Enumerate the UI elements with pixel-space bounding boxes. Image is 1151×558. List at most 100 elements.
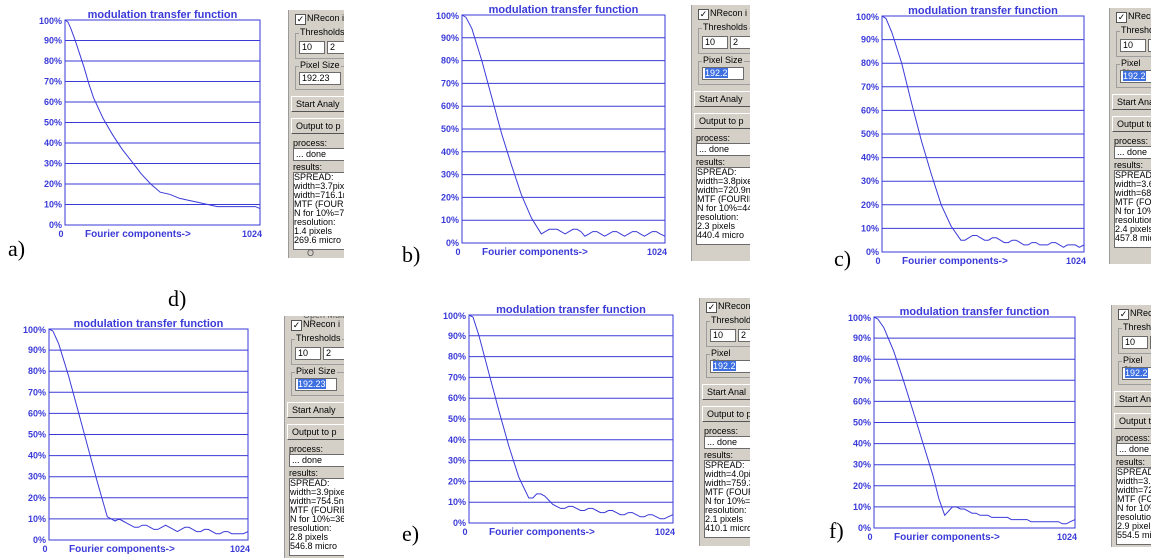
y-tick-label: 40% [853,439,871,449]
start-analysis-button[interactable]: Start Anal [702,384,750,400]
y-tick-label: 90% [853,333,871,343]
thresholds-label: Thresholds [710,315,750,325]
output-button[interactable]: Output t [1114,413,1151,429]
pixel-size-input[interactable]: 192.2 [702,67,744,80]
threshold-max-input[interactable]: 2 [327,41,344,54]
extra-button-label: O [307,248,315,258]
results-line: resolution: [290,523,332,533]
nrecon-checkbox[interactable]: ✓ [295,14,306,25]
output-button[interactable]: Output to [1112,116,1151,132]
y-tick-label: 100% [856,12,879,22]
start-analysis-button[interactable]: Start Analy [291,96,344,112]
mtf-series-line [468,314,674,520]
y-tick-label: 70% [448,372,466,382]
results-line: width=3.8p [1117,476,1151,486]
pixel-size-input[interactable]: 192.2 [1120,70,1151,83]
x-tick-label: 1024 [647,247,667,257]
thresholds-label: Thresholds [702,22,749,32]
nrecon-checkbox-label: NRecon i [718,301,750,311]
threshold-max-input[interactable]: 2 [1148,39,1151,52]
process-value: ... done [704,436,750,449]
pixel-size-input[interactable]: 192.2 [710,360,750,373]
nrecon-checkbox[interactable]: ✓ [1118,309,1129,320]
thresholds-label: Thresholds [1120,25,1151,35]
start-analysis-button[interactable]: Start An [1114,391,1151,407]
y-tick-label: 10% [861,223,879,233]
threshold-min-input[interactable]: 10 [702,36,728,49]
results-line: resolution: [705,505,747,515]
process-value: ... done [289,454,344,467]
x-tick-label: 0 [875,256,880,266]
threshold-min-input[interactable]: 10 [1122,336,1148,349]
y-tick-label: 80% [448,352,466,362]
threshold-max-input[interactable]: 2 [730,36,750,49]
output-button[interactable]: Output to p [702,406,750,422]
results-line: SPREAD: [705,460,745,470]
chart-title: modulation transfer function [900,306,1050,318]
output-button[interactable]: Output to p [291,118,344,134]
results-label: results: [1114,160,1144,170]
start-analysis-button[interactable]: Start Analy [694,91,750,107]
settings-panel: ✓ NRecon i Thresholds 10 2 Pixel Size 192.23 St… [288,10,344,258]
results-line: 546.8 micro [290,541,338,551]
y-tick-label: 30% [44,159,62,169]
y-tick-label: 80% [861,58,879,68]
panel-label: a) [8,236,26,261]
y-tick-label: 60% [853,396,871,406]
y-tick-label: 20% [28,493,46,503]
y-tick-label: 60% [441,101,459,111]
y-tick-label: 10% [441,215,459,225]
pixel-size-value: 192.2 [705,68,728,78]
extra-button-label: Open Mult [303,316,344,320]
panel-label: e) [402,521,420,546]
mtf-chart: modulation transfer function 0% 10% 20% 30% 4… [435,297,681,543]
pixel-size-label: Pixel Size [299,60,341,70]
threshold-max-input[interactable]: 2 [738,329,750,342]
mtf-chart: modulation transfer function 0% 10% 20% 30% 4… [425,4,671,261]
nrecon-checkbox[interactable]: ✓ [291,320,302,331]
y-tick-label: 80% [853,354,871,364]
y-tick-label: 30% [853,460,871,470]
panel-label: c) [834,246,852,271]
nrecon-checkbox[interactable]: ✓ [1116,12,1127,23]
mtf-series-line [873,316,1076,525]
results-line: 457.8 micr [1115,233,1151,243]
threshold-min-input[interactable]: 10 [295,347,321,360]
process-label: process: [696,133,731,143]
start-analysis-button[interactable]: Start Analy [287,402,344,418]
chart-title: modulation transfer function [88,9,238,21]
y-tick-label: 20% [448,476,466,486]
y-tick-label: 20% [44,179,62,189]
results-line: MTF (FOUR [1117,494,1151,504]
pixel-size-input[interactable]: 192.23 [295,378,337,391]
process-value: ... done [293,148,344,161]
threshold-min-input[interactable]: 10 [299,41,325,54]
threshold-min-input[interactable]: 10 [1120,39,1146,52]
results-line: 1.4 pixels [294,226,333,236]
y-tick-label: 20% [853,481,871,491]
threshold-min-input[interactable]: 10 [710,329,736,342]
x-axis-label: Fourier components-> [85,229,191,240]
output-button[interactable]: Output to p [287,424,344,440]
nrecon-checkbox[interactable]: ✓ [706,302,717,313]
results-label: results: [704,450,734,460]
pixel-size-input[interactable]: 192.2 [1122,367,1151,380]
pixel-size-input[interactable]: 192.23 [299,72,341,85]
x-axis-label: Fourier components-> [489,527,595,538]
threshold-max-input[interactable]: 2 [323,347,344,360]
x-tick-label: 1024 [242,229,262,239]
output-button[interactable]: Output to p [694,113,750,129]
y-tick-label: 0% [453,518,466,528]
thresholds-label: Thresholds [295,333,342,343]
nrecon-checkbox[interactable]: ✓ [698,9,709,20]
results-line: width=754.5n [290,496,344,506]
settings-panel: ✓NReconThresholds102Pixel Size192.2Start… [1109,8,1151,264]
results-line: 2.4 pixels [1115,224,1151,234]
results-line: MTF (FOURIE [294,199,344,209]
start-analysis-button[interactable]: Start Anal [1112,94,1151,110]
chart-title: modulation transfer function [496,304,646,316]
y-tick-label: 100% [23,325,46,335]
y-tick-label: 0% [446,238,459,248]
settings-panel: ✓ NRecon i Thresholds 10 2 Pixel Size 192.23 St… [284,316,344,558]
